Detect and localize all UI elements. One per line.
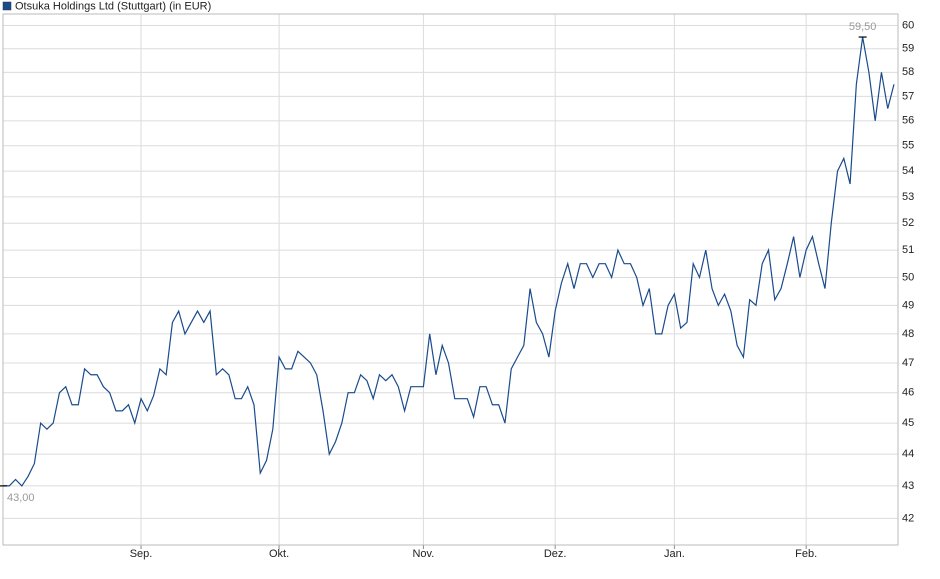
value-label: 43,00	[7, 492, 35, 504]
y-tick-label: 42	[902, 512, 914, 524]
x-tick-label: Jan.	[664, 548, 685, 560]
y-tick-label: 57	[902, 90, 914, 102]
y-tick-label: 60	[902, 19, 914, 31]
y-tick-label: 48	[902, 328, 914, 340]
y-tick-label: 51	[902, 244, 914, 256]
y-tick-label: 54	[902, 165, 914, 177]
y-tick-label: 44	[902, 448, 914, 460]
legend-label: Otsuka Holdings Ltd (Stuttgart) (in EUR)	[15, 0, 211, 12]
y-tick-label: 55	[902, 140, 914, 152]
x-tick-label: Okt.	[269, 548, 289, 560]
y-tick-label: 49	[902, 299, 914, 311]
price-line	[3, 36, 895, 487]
plot-frame	[2, 13, 899, 546]
legend-swatch	[2, 1, 12, 11]
x-tick-label: Sep.	[130, 548, 153, 560]
y-tick-label: 50	[902, 271, 914, 283]
value-label: 59,50	[849, 21, 877, 33]
y-tick-label: 43	[902, 480, 914, 492]
y-tick-label: 53	[902, 191, 914, 203]
y-tick-label: 47	[902, 357, 914, 369]
y-tick-label: 46	[902, 387, 914, 399]
y-tick-label: 52	[902, 217, 914, 229]
y-tick-label: 56	[902, 115, 914, 127]
y-tick-label: 58	[902, 66, 914, 78]
y-tick-label: 45	[902, 417, 914, 429]
x-tick-label: Dez.	[544, 548, 567, 560]
y-tick-label: 59	[902, 43, 914, 55]
x-tick-label: Feb.	[795, 548, 817, 560]
x-tick-label: Nov.	[412, 548, 434, 560]
